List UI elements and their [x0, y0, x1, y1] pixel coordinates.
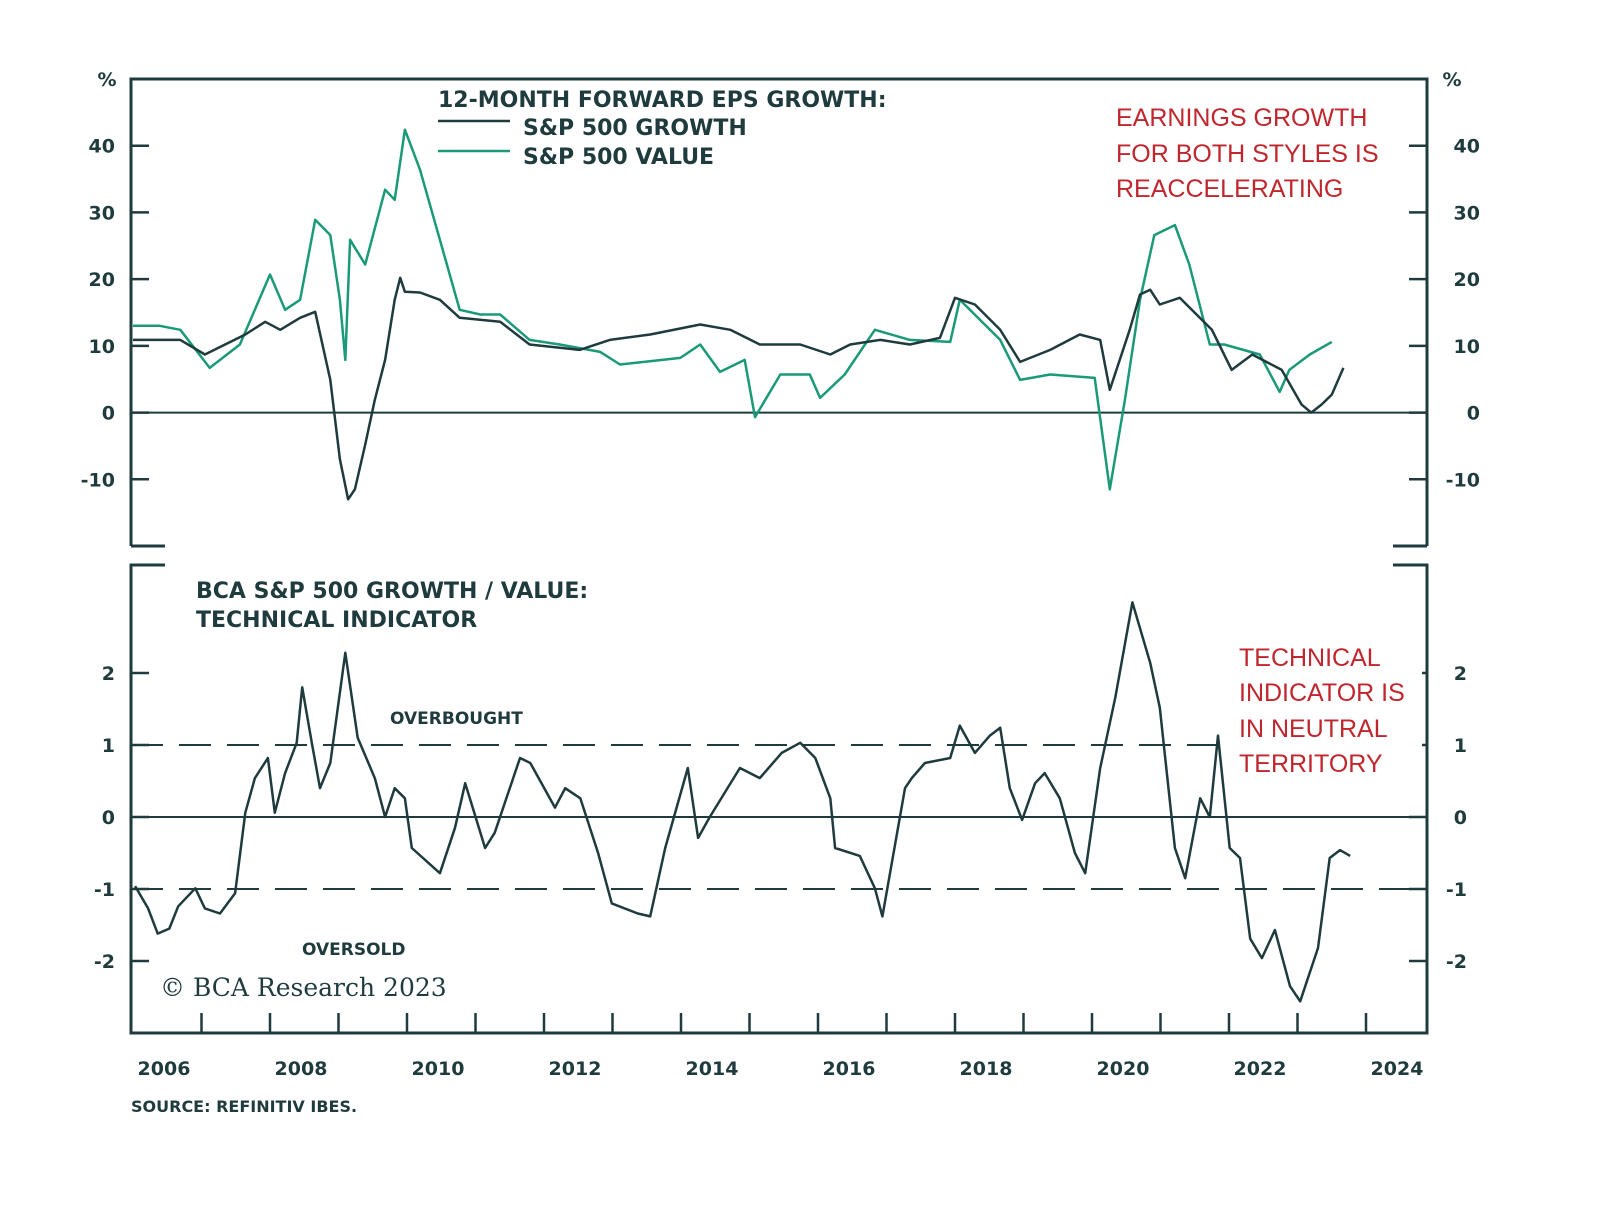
legend-title: 12-MONTH FORWARD EPS GROWTH: [438, 88, 887, 113]
top-y-tick-label-right: 0 [1467, 403, 1480, 425]
x-tick-label: 2006 [138, 1058, 191, 1080]
top-y-tick-label-left: 0 [102, 403, 115, 425]
legend: 12-MONTH FORWARD EPS GROWTH: S&P 500 GRO… [438, 88, 887, 170]
top-annotation-line-2: FOR BOTH STYLES IS [1116, 140, 1379, 168]
x-tick-label: 2012 [549, 1058, 602, 1080]
bottom-frame-outline [129, 563, 1429, 1035]
top-y-tick-label-right: 10 [1454, 336, 1480, 358]
top-right-unit-label: % [1442, 69, 1461, 91]
bottom-title: BCA S&P 500 GROWTH / VALUE: TECHNICAL IN… [196, 579, 588, 633]
x-tick-label: 2024 [1371, 1058, 1424, 1080]
bottom-series-group [134, 601, 1351, 1003]
bottom-annotation-line-4: TERRITORY [1239, 750, 1383, 778]
top-y-axis: -10 -10 0 0 10 10 20 20 30 30 40 40 [81, 136, 1480, 492]
x-tick-label: 2018 [960, 1058, 1013, 1080]
bottom-y-tick-label-left: 2 [102, 663, 115, 685]
bottom-y-tick-label-right: -2 [1446, 951, 1467, 973]
top-frame-outline [129, 77, 1429, 546]
x-tick-label: 2022 [1234, 1058, 1287, 1080]
bottom-panel-frame [129, 563, 1429, 1035]
legend-label-value: S&P 500 VALUE [523, 145, 714, 170]
bottom-y-tick-label-right: 1 [1454, 735, 1467, 757]
legend-label-growth: S&P 500 GROWTH [523, 116, 747, 141]
overbought-label: OVERBOUGHT [390, 709, 523, 729]
source-note: SOURCE: REFINITIV IBES. [131, 1097, 357, 1116]
x-axis: 2006 2008 2010 2012 2014 2016 2018 2020 2022 2024 [138, 1013, 1424, 1080]
top-panel-frame [129, 77, 1429, 548]
series-line-sp500-value [133, 128, 1333, 491]
bottom-y-tick-label-left: 1 [102, 735, 115, 757]
bottom-annotation-line-2: INDICATOR IS [1239, 679, 1405, 707]
bottom-y-tick-label-right: 0 [1454, 807, 1467, 829]
x-tick-label: 2016 [823, 1058, 876, 1080]
oversold-label: OVERSOLD [302, 940, 406, 960]
top-annotation: EARNINGS GROWTH FOR BOTH STYLES IS REACC… [1116, 104, 1379, 203]
top-annotation-line-1: EARNINGS GROWTH [1116, 104, 1367, 132]
bottom-annotation-line-1: TECHNICAL [1239, 644, 1381, 672]
top-left-unit-label: % [97, 69, 116, 91]
x-tick-label: 2020 [1097, 1058, 1150, 1080]
top-y-tick-label-right: 40 [1454, 136, 1480, 158]
series-line-sp500-growth [133, 276, 1345, 501]
top-series-group [133, 128, 1345, 501]
top-y-tick-label-right: 30 [1454, 202, 1480, 224]
bottom-y-tick-label-right: -1 [1446, 879, 1467, 901]
top-y-tick-label-left: 40 [89, 136, 115, 158]
bottom-title-line-2: TECHNICAL INDICATOR [196, 608, 477, 633]
top-y-tick-label-left: 20 [89, 269, 115, 291]
top-y-tick-label-left: -10 [81, 469, 115, 491]
x-tick-label: 2010 [412, 1058, 465, 1080]
bottom-annotation-line-3: IN NEUTRAL [1239, 715, 1388, 743]
x-tick-label: 2008 [275, 1058, 328, 1080]
top-y-tick-label-right: -10 [1446, 469, 1480, 491]
series-line-technical-indicator [134, 601, 1351, 1003]
top-y-tick-label-left: 30 [89, 202, 115, 224]
top-y-tick-label-right: 20 [1454, 269, 1480, 291]
x-tick-label: 2014 [686, 1058, 739, 1080]
bottom-y-tick-label-left: -1 [94, 879, 115, 901]
bottom-y-tick-label-right: 2 [1454, 663, 1467, 685]
top-annotation-line-3: REACCELERATING [1116, 175, 1343, 203]
bottom-annotation: TECHNICAL INDICATOR IS IN NEUTRAL TERRIT… [1239, 644, 1405, 778]
bottom-y-tick-label-left: 0 [102, 807, 115, 829]
bottom-title-line-1: BCA S&P 500 GROWTH / VALUE: [196, 579, 588, 604]
top-y-tick-label-left: 10 [89, 336, 115, 358]
bottom-y-tick-label-left: -2 [94, 951, 115, 973]
copyright-label: © BCA Research 2023 [160, 973, 447, 1002]
bottom-annotation-background [1232, 640, 1422, 780]
